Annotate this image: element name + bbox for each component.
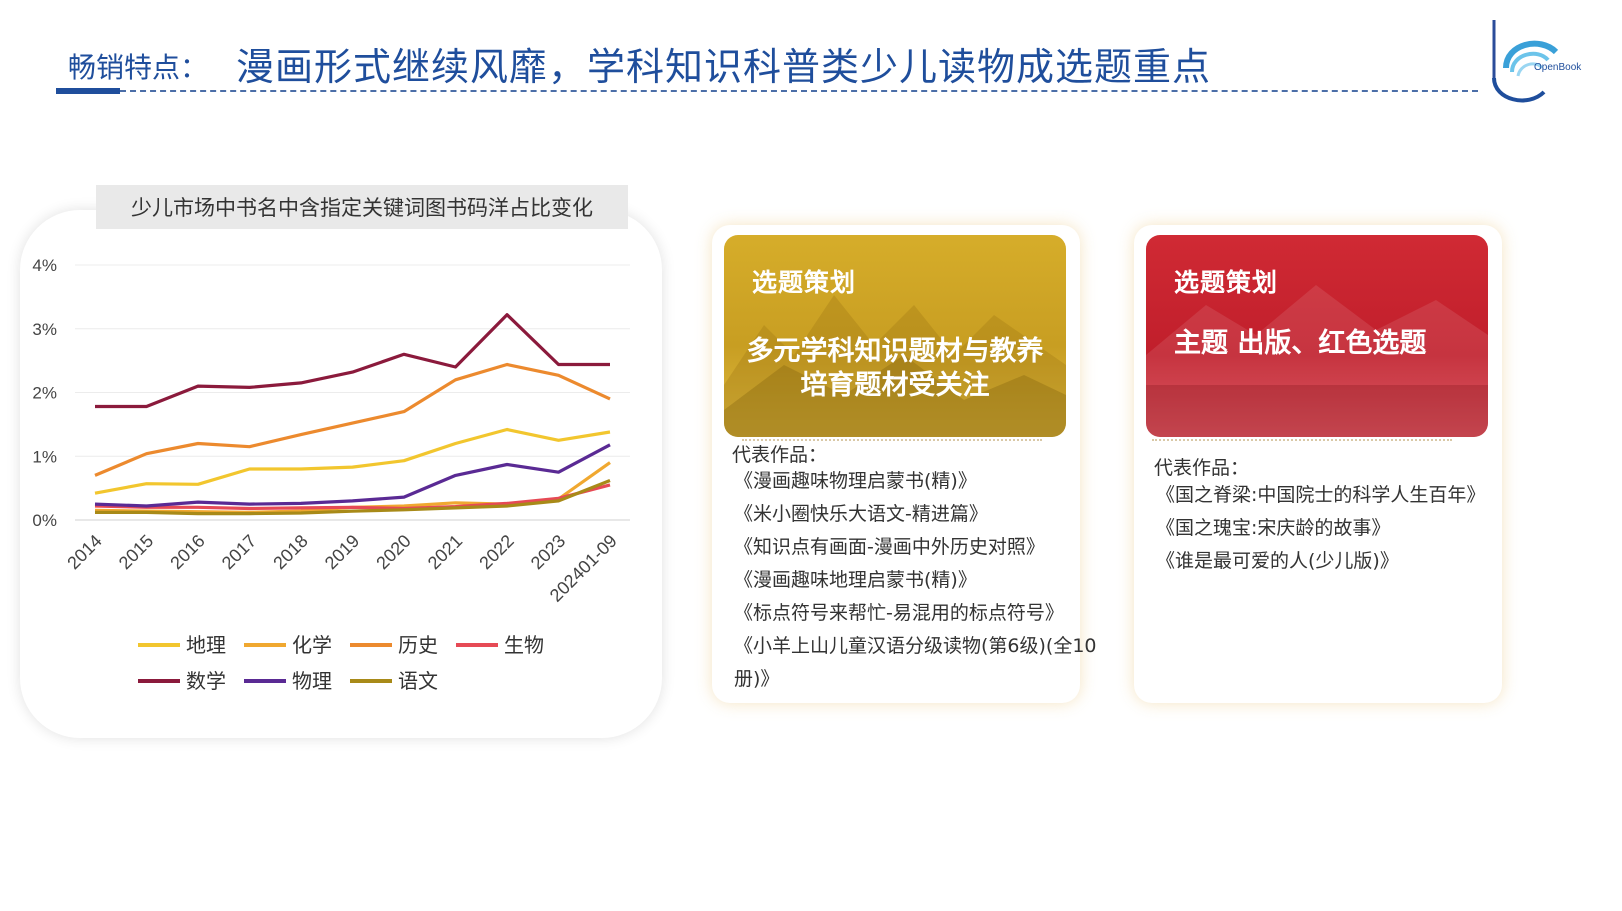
- chart-title: 少儿市场中书名中含指定关键词图书码洋占比变化: [96, 185, 628, 229]
- title-underline-dashed: [120, 90, 1478, 92]
- works-list: 《国之脊梁:中国院士的科学人生百年》 《国之瑰宝:宋庆龄的故事》 《谁是最可爱的…: [1156, 479, 1485, 578]
- page-title: 漫画形式继续风靡，学科知识科普类少儿读物成选题重点: [236, 45, 1212, 89]
- list-item: 《漫画趣味物理启蒙书(精)》: [734, 470, 977, 492]
- x-tick-label: 2014: [63, 531, 105, 573]
- x-tick-label: 2020: [372, 531, 414, 573]
- list-item: 《知识点有画面-漫画中外历史对照》: [734, 536, 1045, 558]
- x-tick-label: 2016: [166, 531, 208, 573]
- y-tick-label: 1%: [32, 447, 57, 466]
- list-item: 册)》: [734, 668, 780, 690]
- title-prefix: 畅销特点：: [68, 51, 209, 84]
- slide-header: 畅销特点： 漫画形式继续风靡，学科知识科普类少儿读物成选题重点: [56, 30, 1478, 100]
- x-tick-label: 2023: [527, 531, 569, 573]
- legend-label: 化学: [292, 633, 332, 657]
- topic-card-knowledge: 选题策划 多元学科知识题材与教养培育题材受关注 代表作品： 《漫画趣味物理启蒙书…: [712, 225, 1097, 703]
- legend-label: 数学: [186, 669, 226, 693]
- divider: [742, 439, 1042, 441]
- x-tick-label: 2017: [218, 531, 260, 573]
- topic-banner-red: 选题策划 主题 出版、红色选题: [1146, 235, 1488, 437]
- list-item: 《谁是最可爱的人(少儿版)》: [1156, 550, 1399, 572]
- svg-text:OpenBook: OpenBook: [1534, 62, 1582, 73]
- series-line-历史: [94, 362, 611, 477]
- list-item: 《国之瑰宝:宋庆龄的故事》: [1156, 517, 1391, 539]
- card-highlight: 多元学科知识题材与教养培育题材受关注: [746, 336, 1044, 401]
- y-tick-label: 4%: [32, 256, 57, 275]
- representative-label: 代表作品：: [1154, 457, 1250, 479]
- card-heading: 选题策划: [752, 268, 857, 297]
- series-line-地理: [94, 427, 611, 495]
- legend-label: 地理: [186, 633, 226, 657]
- series-line-生物: [94, 483, 611, 511]
- line-chart: 0%1%2%3%4%2014 2015 2016 2017 2018 2019 2020 20…: [32, 256, 630, 693]
- x-tick-label: 2021: [424, 531, 466, 573]
- legend-label: 生物: [504, 633, 544, 657]
- legend-label: 语文: [398, 669, 438, 693]
- list-item: 《漫画趣味地理启蒙书(精)》: [734, 569, 977, 591]
- series-line-物理: [94, 443, 611, 508]
- card-highlight: 主题 出版、红色选题: [1174, 328, 1427, 359]
- legend-label: 物理: [292, 669, 332, 693]
- topic-banner-gold: 选题策划 多元学科知识题材与教养培育题材受关注: [724, 235, 1066, 437]
- openbook-logo: OpenBook: [1492, 20, 1582, 103]
- list-item: 《小羊上山儿童汉语分级读物(第6级)(全10: [734, 635, 1097, 657]
- card-heading: 选题策划: [1174, 268, 1279, 297]
- series-line-语文: [95, 479, 611, 516]
- list-item: 《米小圈快乐大语文-精进篇》: [734, 503, 988, 525]
- x-tick-label: 2019: [321, 531, 363, 573]
- mountain-background: [1146, 285, 1488, 437]
- mountain-background: [724, 295, 1066, 437]
- divider: [1152, 439, 1452, 441]
- topic-card-theme: 选题策划 主题 出版、红色选题 代表作品： 《国之脊梁:中国院士的科学人生百年》…: [1134, 225, 1502, 703]
- y-tick-label: 0%: [32, 511, 57, 530]
- chart-panel: [20, 210, 662, 738]
- list-item: 《标点符号来帮忙-易混用的标点符号》: [734, 602, 1064, 624]
- y-tick-label: 3%: [32, 320, 57, 339]
- series-line-数学: [95, 313, 610, 409]
- list-item: 《国之脊梁:中国院士的科学人生百年》: [1156, 484, 1486, 506]
- representative-label: 代表作品：: [732, 444, 828, 466]
- x-tick-label: 2022: [475, 531, 517, 573]
- x-tick-label: 2015: [115, 531, 157, 573]
- title-underline-accent: [56, 88, 120, 94]
- works-list: 《漫画趣味物理启蒙书(精)》 《米小圈快乐大语文-精进篇》 《知识点有画面-漫画…: [734, 465, 1097, 696]
- x-tick-label: 2018: [269, 531, 311, 573]
- y-tick-label: 2%: [32, 384, 57, 403]
- legend-label: 历史: [398, 633, 438, 657]
